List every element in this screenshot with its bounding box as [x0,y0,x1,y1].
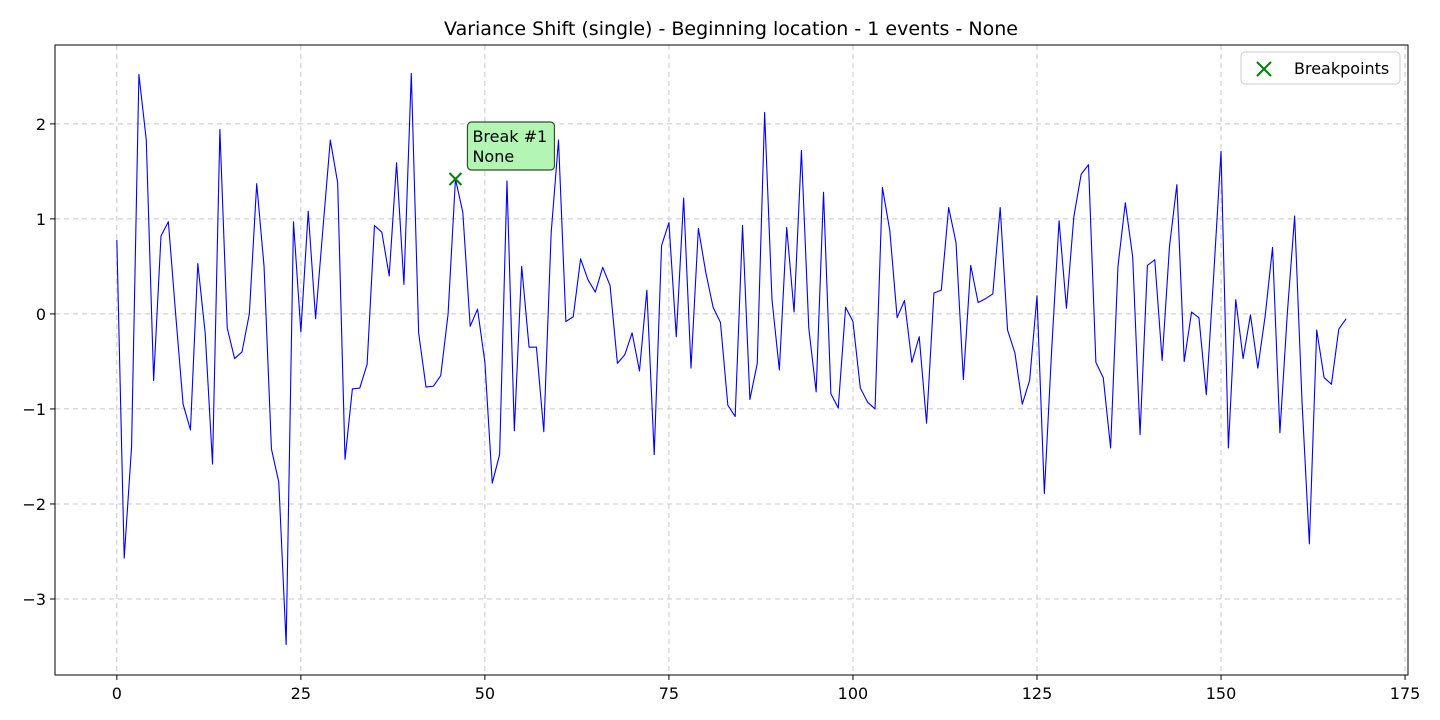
legend-breakpoint-x-icon [1256,61,1272,77]
y-tick-label: −2 [22,495,46,514]
y-tick-label: 1 [36,210,46,229]
axes-border [54,44,1409,676]
x-axis: 0 25 50 75 100 125 150 175 [112,675,1421,703]
x-tick-label: 0 [112,684,122,703]
legend-box [1240,51,1401,85]
legend-label-breakpoints: Breakpoints [1294,59,1389,78]
x-tick-label: 25 [291,684,311,703]
annotation-box [466,121,556,171]
annotation-line-1: Break #1 [472,127,547,146]
axes-frame [54,44,1409,676]
chart-title: Variance Shift (single) - Beginning loca… [444,18,1018,40]
grid [55,45,1408,675]
x-tick-label: 125 [1022,684,1053,703]
x-tick-label: 175 [1390,684,1421,703]
series-line [116,72,1347,646]
y-axis: −3 −2 −1 0 1 2 [22,115,55,609]
legend: Breakpoints [1240,51,1401,85]
y-tick-label: −3 [22,590,46,609]
breakpoint-marker [448,172,463,186]
x-tick-label: 75 [659,684,679,703]
series-layer [116,72,1347,646]
x-tick-label: 50 [475,684,495,703]
x-tick-label: 150 [1206,684,1237,703]
y-tick-label: −1 [22,400,46,419]
y-tick-label: 0 [36,305,46,324]
x-tick-label: 100 [838,684,869,703]
annotation-line-2: None [472,147,514,166]
y-tick-label: 2 [36,115,46,134]
